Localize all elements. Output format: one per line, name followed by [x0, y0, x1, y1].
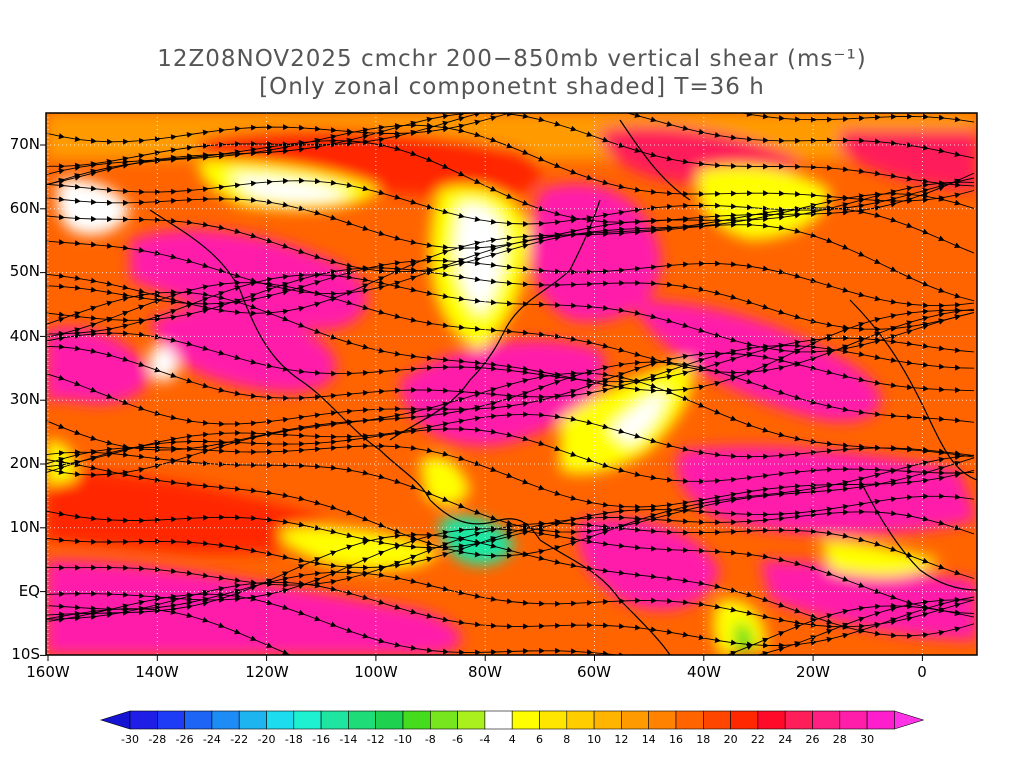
- colorbar-swatch: [593, 710, 622, 730]
- colorbar-swatch: [784, 710, 813, 730]
- colorbar-label: -12: [366, 733, 385, 746]
- y-tick-label: 70N: [9, 135, 40, 153]
- y-tick-label: 10S: [11, 645, 40, 663]
- x-tick-label: 160W: [26, 663, 70, 681]
- colorbar-label: -26: [175, 733, 194, 746]
- colorbar-right-arrow: [894, 710, 925, 730]
- colorbar-swatch: [266, 710, 295, 730]
- colorbar-label: 22: [750, 733, 765, 746]
- colorbar-label: 12: [614, 733, 629, 746]
- colorbar-swatch: [320, 710, 349, 730]
- colorbar-label: 18: [696, 733, 711, 746]
- x-tick-label: 0: [917, 663, 927, 681]
- colorbar-label: 16: [669, 733, 683, 746]
- colorbar-swatch: [812, 710, 841, 730]
- x-tick-label: 60W: [577, 663, 611, 681]
- colorbar-swatch: [675, 710, 704, 730]
- chart-title-line2: [Only zonal componetnt shaded] T=36 h: [259, 74, 765, 100]
- colorbar-label: -8: [424, 733, 436, 746]
- y-tick-label: 40N: [9, 327, 40, 345]
- colorbar-swatch: [375, 710, 404, 730]
- colorbar-swatch: [539, 710, 568, 730]
- x-tick-label: 80W: [468, 663, 502, 681]
- x-tick-label: 40W: [687, 663, 721, 681]
- colorbar-label: -18: [284, 733, 303, 746]
- colorbar-swatch: [129, 710, 158, 730]
- colorbar-swatch: [429, 710, 458, 730]
- colorbar-swatch: [566, 710, 595, 730]
- streamline: [46, 602, 975, 655]
- colorbar-swatch: [293, 710, 322, 730]
- colorbar-label: 6: [536, 733, 543, 746]
- colorbar-swatch: [648, 710, 677, 730]
- y-tick-label: 60N: [9, 199, 40, 217]
- colorbar-swatch: [621, 710, 650, 730]
- colorbar-label: 4: [508, 733, 516, 746]
- colorbar-swatch: [702, 710, 731, 730]
- colorbar-label: 24: [778, 733, 793, 746]
- colorbar-label: -4: [479, 733, 491, 746]
- axis-ticks: [40, 144, 923, 661]
- colorbar-swatch: [157, 710, 185, 730]
- y-tick-label: 30N: [9, 390, 40, 408]
- colorbar-label: -14: [339, 733, 358, 746]
- colorbar-label: -10: [394, 733, 412, 746]
- y-tick-label: 50N: [9, 262, 40, 280]
- x-tick-label: 140W: [135, 663, 179, 681]
- colorbar-label: 14: [641, 733, 656, 746]
- colorbar-label: 10: [587, 733, 602, 746]
- shear-map: [46, 113, 977, 655]
- y-tick-label: 20N: [9, 454, 40, 472]
- colorbar-label: 26: [805, 733, 820, 746]
- colorbar: [99, 710, 925, 730]
- colorbar-left-arrow: [99, 710, 131, 730]
- colorbar-swatch: [511, 710, 540, 730]
- colorbar-swatch: [866, 710, 895, 730]
- map-frame: [45, 112, 978, 656]
- colorbar-swatch: [211, 710, 240, 730]
- colorbar-swatch: [402, 710, 431, 730]
- colorbar-swatch: [348, 710, 376, 730]
- colorbar-label: 28: [832, 733, 847, 746]
- colorbar-label: -22: [230, 733, 249, 746]
- colorbar-label: -6: [452, 733, 464, 746]
- colorbar-swatch: [730, 710, 759, 730]
- colorbar-swatch: [757, 710, 786, 730]
- colorbar-label: 30: [860, 733, 875, 746]
- chart-title-line1: 12Z08NOV2025 cmchr 200−850mb vertical sh…: [157, 46, 867, 72]
- colorbar-label: -20: [257, 733, 276, 746]
- x-tick-label: 20W: [796, 663, 830, 681]
- y-tick-label: EQ: [18, 582, 40, 600]
- streamlines: [46, 113, 975, 655]
- colorbar-swatch: [238, 710, 267, 730]
- colorbar-swatch: [457, 710, 486, 730]
- x-tick-label: 100W: [354, 663, 398, 681]
- colorbar-swatch: [839, 710, 868, 730]
- colorbar-swatch: [484, 710, 513, 730]
- colorbar-label: 8: [563, 733, 571, 746]
- colorbar-label: -30: [121, 733, 139, 746]
- colorbar-label: -28: [148, 733, 167, 746]
- colorbar-swatch: [184, 710, 213, 730]
- colorbar-label: -24: [202, 733, 221, 746]
- colorbar-label: -16: [312, 733, 331, 746]
- x-tick-label: 120W: [245, 663, 289, 681]
- y-tick-label: 10N: [9, 518, 40, 536]
- colorbar-label: 20: [723, 733, 738, 746]
